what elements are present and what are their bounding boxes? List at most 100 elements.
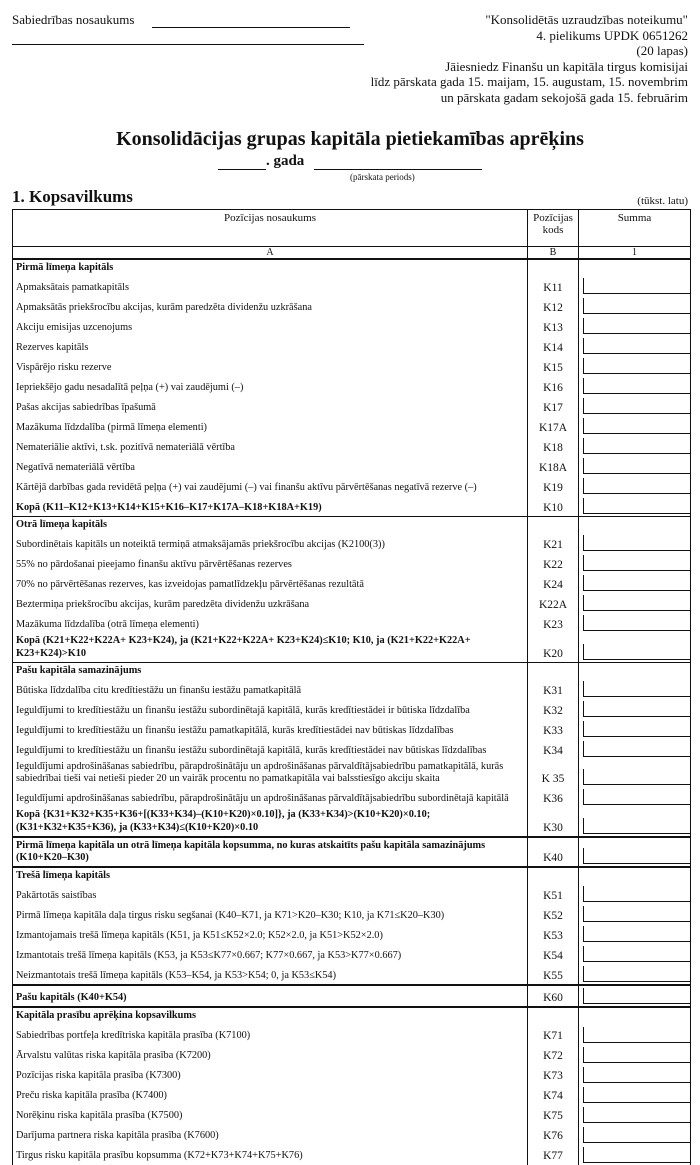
amount-box — [583, 338, 690, 355]
amount-box — [583, 535, 690, 552]
item-code: K34 — [527, 739, 579, 760]
unit-note: (tūkst. latu) — [637, 195, 688, 207]
company-field: Sabiedrības nosaukums — [12, 12, 364, 45]
item-row: Ieguldījumi to kredītiestāžu un finanšu … — [12, 739, 691, 760]
section-heading: Pirmā līmeņa kapitāls — [12, 258, 528, 277]
item-row: Pirmā līmeņa kapitāla daļa tirgus risku … — [12, 904, 691, 925]
amount-box — [583, 886, 690, 903]
item-name: Beztermiņa priekšrocību akcijas, kurām p… — [12, 593, 528, 614]
item-name: Ieguldījumi to kredītiestāžu un finanšu … — [12, 739, 528, 760]
item-row: Pašas akcijas sabiedrības īpašumā K17 — [12, 396, 691, 417]
item-row: Beztermiņa priekšrocību akcijas, kurām p… — [12, 593, 691, 614]
total-row: Kopā (K11–K12+K13+K14+K15+K16–K17+K17A–K… — [12, 496, 691, 517]
amount-box — [583, 575, 690, 592]
amount-cell — [578, 258, 691, 277]
item-code: K53 — [527, 924, 579, 945]
item-code: K20 — [527, 633, 579, 663]
item-code — [527, 1006, 579, 1025]
total-row: Kopā (K21+K22+K22A+ K23+K24), ja (K21+K2… — [12, 633, 691, 663]
item-code: K33 — [527, 719, 579, 740]
item-name: Ieguldījumi apdrošināšanas sabiedrību, p… — [12, 759, 528, 788]
item-row: Norēķinu riska kapitāla prasība (K7500) K… — [12, 1104, 691, 1125]
item-name: Pakārtotās saistības — [12, 884, 528, 905]
amount-cell — [578, 1104, 691, 1125]
item-row: 70% no pārvērtēšanas rezerves, kas izvei… — [12, 573, 691, 594]
amount-cell — [578, 884, 691, 905]
amount-box — [583, 966, 690, 983]
table-body: Pirmā līmeņa kapitāls Apmaksātais pamatka… — [12, 258, 691, 1165]
item-row: Subordinētais kapitāls un noteiktā termi… — [12, 533, 691, 554]
item-code: K73 — [527, 1064, 579, 1085]
item-code: K22A — [527, 593, 579, 614]
item-row: Apmaksātais pamatkapitāls K11 — [12, 276, 691, 297]
item-name: Ieguldījumi apdrošināšanas sabiedrību, p… — [12, 787, 528, 808]
header-note: (20 lapas) — [636, 43, 688, 58]
item-code: K10 — [527, 496, 579, 517]
amount-cell — [578, 759, 691, 788]
item-name: Tirgus risku kapitāla prasību kopsumma (… — [12, 1144, 528, 1165]
amount-box — [583, 988, 690, 1005]
item-row: Rezerves kapitāls K14 — [12, 336, 691, 357]
amount-cell — [578, 835, 691, 869]
item-name: Mazākuma līdzdalība (otrā līmeņa element… — [12, 613, 528, 634]
section-heading: Trešā līmeņa kapitāls — [12, 866, 528, 885]
item-name: Pozīcijas riska kapitāla prasība (K7300) — [12, 1064, 528, 1085]
item-row: Sabiedrības portfeļa kredītriska kapitāl… — [12, 1024, 691, 1045]
header-notes: "Konsolidētās uzraudzības noteikumu" 4. p… — [371, 12, 688, 105]
period-note: (pārskata periods) — [350, 172, 415, 182]
amount-box — [583, 478, 690, 495]
amount-cell — [578, 787, 691, 808]
item-row: Neizmantotais trešā līmeņa kapitāls (K53… — [12, 964, 691, 986]
amount-box — [583, 906, 690, 923]
item-name: 55% no pārdošanai pieejamo finanšu aktīv… — [12, 553, 528, 574]
column-header: Pozīcijas kods — [527, 209, 579, 247]
amount-box — [583, 1026, 690, 1043]
amount-cell — [578, 396, 691, 417]
amount-cell — [578, 613, 691, 634]
item-code: K17A — [527, 416, 579, 437]
item-name: Rezerves kapitāls — [12, 336, 528, 357]
item-name: Iepriekšējo gadu nesadalītā peļņa (+) va… — [12, 376, 528, 397]
amount-box — [583, 398, 690, 415]
item-row: Būtiska līdzdalība citu kredītiestāžu un… — [12, 679, 691, 700]
item-name: Mazākuma līdzdalība (pirmā līmeņa elemen… — [12, 416, 528, 437]
item-row: Pozīcijas riska kapitāla prasība (K7300)… — [12, 1064, 691, 1085]
amount-box — [583, 848, 690, 865]
amount-cell — [578, 316, 691, 337]
amount-cell — [578, 573, 691, 594]
total-row: Pirmā līmeņa kapitāla un otrā līmeņa kap… — [12, 835, 691, 869]
item-row: Kārtējā darbības gada revidētā peļņa (+)… — [12, 476, 691, 497]
amount-cell — [578, 807, 691, 837]
amount-cell — [578, 633, 691, 663]
item-code: K77 — [527, 1144, 579, 1165]
amount-box — [583, 701, 690, 718]
amount-cell — [578, 924, 691, 945]
amount-box — [583, 1146, 690, 1163]
item-name: Būtiska līdzdalība citu kredītiestāžu un… — [12, 679, 528, 700]
company-label: Sabiedrības nosaukums — [12, 12, 135, 27]
item-code — [527, 661, 579, 680]
item-code: K21 — [527, 533, 579, 554]
amount-box — [583, 789, 690, 806]
amount-cell — [578, 984, 691, 1009]
table-head: Pozīcijas nosaukums Pozīcijas kods Summa… — [12, 209, 691, 260]
document-title: Konsolidācijas grupas kapitāla pietiekam… — [116, 128, 584, 150]
item-name: Izmantotais trešā līmeņa kapitāls (K53, … — [12, 944, 528, 965]
section-heading-row: Kapitāla prasību aprēķina kopsavilkums — [12, 1006, 691, 1025]
item-code: K76 — [527, 1124, 579, 1145]
item-name: Ieguldījumi to kredītiestāžu un finanšu … — [12, 719, 528, 740]
amount-box — [583, 1046, 690, 1063]
amount-cell — [578, 276, 691, 297]
item-row: Mazākuma līdzdalība (otrā līmeņa element… — [12, 613, 691, 634]
amount-cell — [578, 336, 691, 357]
item-code: K36 — [527, 787, 579, 808]
item-name: Negatīvā nemateriālā vērtība — [12, 456, 528, 477]
item-name: Preču riska kapitāla prasība (K7400) — [12, 1084, 528, 1105]
item-code: K18 — [527, 436, 579, 457]
amount-box — [583, 358, 690, 375]
item-name: Kopā {K31+K32+K35+K36+[(K33+K34)–(K10+K2… — [12, 807, 528, 837]
amount-cell — [578, 1084, 691, 1105]
item-name: Ārvalstu valūtas riska kapitāla prasība … — [12, 1044, 528, 1065]
amount-box — [583, 946, 690, 963]
amount-cell — [578, 1124, 691, 1145]
